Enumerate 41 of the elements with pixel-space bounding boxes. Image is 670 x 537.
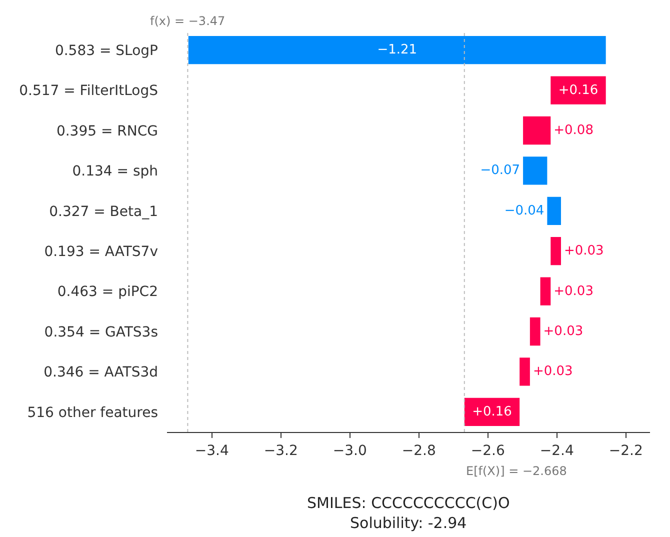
x-tick-label: −2.8 <box>402 442 436 459</box>
bar <box>530 317 540 346</box>
x-tick-label: −2.2 <box>608 442 643 459</box>
y-tick-label: 0.395 = RNCG <box>56 123 158 140</box>
bar <box>550 76 606 104</box>
y-tick-label: 0.463 = piPC2 <box>57 284 158 300</box>
x-tick-label: −3.2 <box>264 442 298 459</box>
x-tick-label: −2.6 <box>470 442 505 459</box>
data-label: +0.03 <box>543 324 584 339</box>
y-tick-label: 0.354 = GATS3s <box>44 324 158 340</box>
x-tick-label: −3.4 <box>194 442 229 459</box>
x-tick-label: −3.0 <box>332 442 367 459</box>
data-label: +0.08 <box>554 123 594 138</box>
data-label: +0.03 <box>532 364 573 380</box>
y-tick-label: 0.517 = FilterItLogS <box>19 83 158 100</box>
y-tick-label: 0.193 = AATS7v <box>44 244 158 260</box>
text: SMILES: CCCCCCCCCC(C)O <box>307 494 510 512</box>
bar <box>550 237 561 266</box>
y-tick-label: 0.134 = sph <box>72 164 158 180</box>
y-tick-label: 0.583 = SLogP <box>54 43 158 59</box>
data-label: +0.03 <box>564 244 604 259</box>
data-label: +0.03 <box>554 284 594 299</box>
bar <box>547 196 561 225</box>
bar <box>523 116 551 145</box>
data-label: +0.16 <box>472 404 512 420</box>
bar <box>464 398 520 426</box>
data-label: −1.21 <box>377 42 418 58</box>
y-tick-label: 0.327 = Beta_1 <box>49 204 158 220</box>
data-label: −0.07 <box>480 163 520 178</box>
x-tick-label: −2.4 <box>540 442 574 459</box>
y-tick-label: 516 other features <box>27 404 158 421</box>
bar <box>520 358 530 386</box>
ref-line-label: E[f(X)] = −2.668 <box>466 464 567 478</box>
y-tick-label: 0.346 = AATS3d <box>44 364 158 381</box>
data-label: +0.16 <box>558 82 598 98</box>
text: Solubility: -2.94 <box>350 514 467 532</box>
bar <box>540 277 551 306</box>
data-label: −0.04 <box>504 203 544 218</box>
bar <box>188 36 606 64</box>
bar <box>523 156 548 185</box>
ref-line-label: f(x) = −3.47 <box>150 14 226 28</box>
